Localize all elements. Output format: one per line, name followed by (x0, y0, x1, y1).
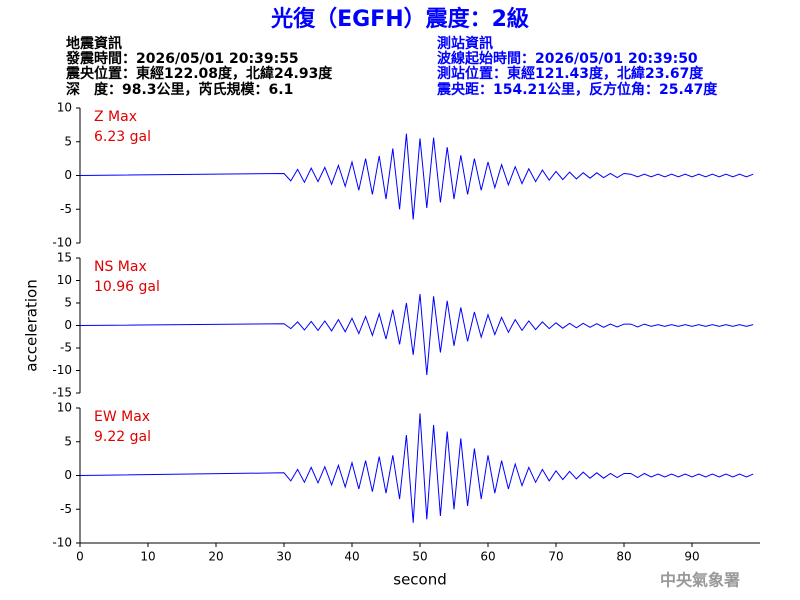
x-tick-label: 90 (684, 550, 699, 564)
y-tick-label: 0 (64, 168, 72, 182)
annotation: 9.22 gal (94, 429, 151, 445)
y-axis-label: acceleration (23, 279, 41, 371)
y-tick-label: -10 (52, 236, 72, 250)
y-tick-label: 15 (57, 251, 72, 265)
y-tick-label: 5 (64, 296, 72, 310)
y-tick-label: 5 (64, 434, 72, 448)
y-tick-label: -5 (60, 202, 72, 216)
y-tick-label: -15 (52, 386, 72, 400)
waveform (79, 413, 754, 523)
chart-title: 光復（EGFH）震度：2級 (270, 6, 529, 32)
footer: 中央氣象署 (660, 571, 740, 590)
info-line: 測站位置：東經121.43度，北緯23.67度 (437, 65, 704, 82)
x-tick-label: 60 (480, 550, 495, 564)
info-line: 深 度：98.3公里，芮氏規模：6.1 (66, 81, 293, 98)
y-tick-label: -5 (60, 502, 72, 516)
x-tick-label: 10 (140, 550, 155, 564)
annotation: 6.23 gal (94, 129, 151, 145)
waveform (79, 293, 754, 376)
y-tick-label: 5 (64, 134, 72, 148)
annotation: 10.96 gal (94, 279, 160, 295)
info-line: 震央距：154.21公里，反方位角：25.47度 (436, 81, 718, 98)
info-line: 測站資訊 (437, 35, 493, 52)
info-line: 地震資訊 (66, 35, 122, 52)
y-tick-label: 0 (64, 468, 72, 482)
x-axis-label: second (393, 571, 447, 589)
annotation: EW Max (94, 409, 150, 425)
y-tick-label: -10 (52, 536, 72, 550)
annotation: Z Max (94, 109, 137, 125)
info-line: 發震時間：2026/05/01 20:39:55 (65, 50, 299, 67)
x-tick-label: 70 (548, 550, 563, 564)
x-tick-label: 0 (76, 550, 84, 564)
x-tick-label: 80 (616, 550, 631, 564)
info-line: 震央位置：東經122.08度，北緯24.93度 (65, 65, 333, 82)
x-tick-label: 50 (412, 550, 427, 564)
y-tick-label: 10 (57, 101, 72, 115)
x-tick-label: 20 (208, 550, 223, 564)
y-tick-label: 0 (64, 318, 72, 332)
waveform (79, 133, 754, 220)
y-tick-label: 10 (57, 273, 72, 287)
x-tick-label: 40 (344, 550, 359, 564)
info-line: 波線起始時間：2026/05/01 20:39:50 (437, 50, 698, 67)
y-tick-label: 10 (57, 401, 72, 415)
annotation: NS Max (94, 259, 147, 275)
y-tick-label: -10 (52, 363, 72, 377)
y-tick-label: -5 (60, 341, 72, 355)
x-tick-label: 30 (276, 550, 291, 564)
